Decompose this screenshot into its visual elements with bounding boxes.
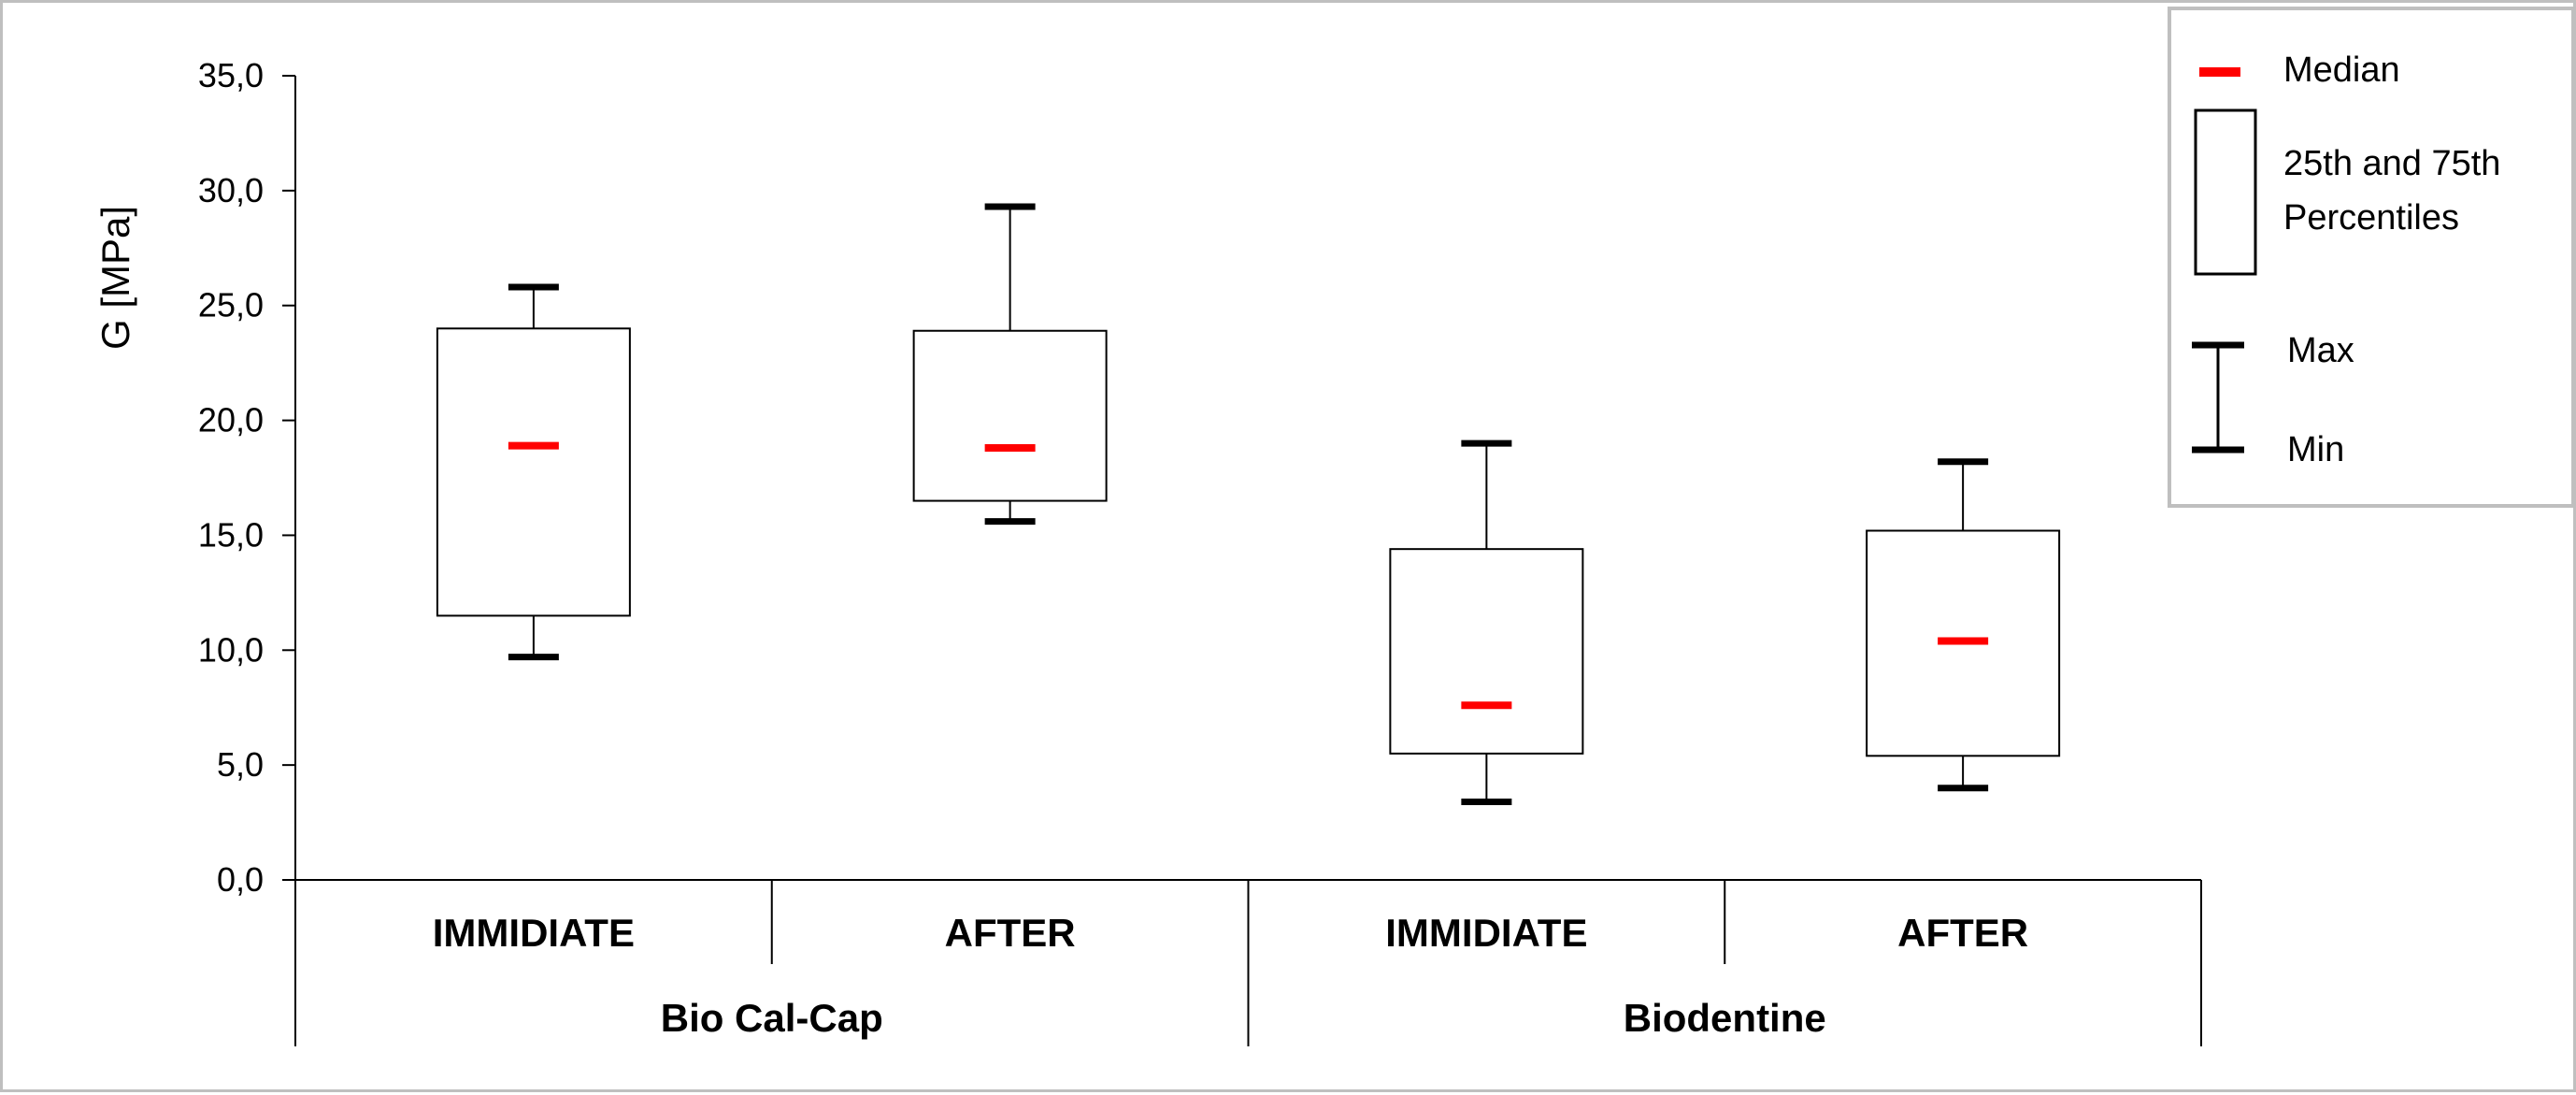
- iqr-box: [436, 327, 631, 617]
- y-tick-label: 5,0: [217, 745, 264, 784]
- y-axis-title: G [MPa]: [93, 206, 137, 350]
- y-tick-label: 25,0: [198, 286, 264, 324]
- box-plot-chart: 0,0 5,0 10,0 15,0 20,0 25,0 30,0 35,0 G [MPa] I…: [93, 7, 2575, 1046]
- legend-median-label: Median: [2283, 50, 2400, 90]
- box-item: [1389, 439, 1584, 805]
- y-tick-label: 35,0: [198, 56, 264, 94]
- x-category-label: IMMIDIATE: [433, 911, 635, 955]
- x-category-label: AFTER: [1897, 911, 2028, 955]
- box-item: [912, 203, 1108, 526]
- x-category-label: IMMIDIATE: [1385, 911, 1587, 955]
- x-group-label: Biodentine: [1624, 996, 1826, 1040]
- y-axis: 0,0 5,0 10,0 15,0 20,0 25,0 30,0 35,0: [198, 56, 296, 899]
- iqr-box: [912, 329, 1108, 502]
- box-series: [436, 203, 2061, 805]
- legend-box-label-line2: Percentiles: [2283, 198, 2459, 238]
- box-item: [436, 283, 631, 661]
- y-tick-label: 20,0: [198, 401, 264, 439]
- iqr-box: [1389, 548, 1584, 755]
- x-axis: IMMIDIATE AFTER IMMIDIATE AFTER Bio Cal-Cap B…: [294, 879, 2202, 1046]
- legend: Median 25th and 75th Percentiles Max Min: [2168, 7, 2575, 508]
- legend-box-swatch: [2194, 108, 2257, 276]
- y-tick-label: 30,0: [198, 171, 264, 209]
- y-tick-label: 0,0: [217, 860, 264, 899]
- y-tick-label: 15,0: [198, 515, 264, 554]
- x-group-label: Bio Cal-Cap: [661, 996, 883, 1040]
- legend-box-label-line1: 25th and 75th: [2283, 144, 2500, 183]
- legend-max-label: Max: [2287, 331, 2354, 370]
- box-item: [1866, 458, 2061, 792]
- x-category-label: AFTER: [945, 911, 1076, 955]
- legend-min-label: Min: [2287, 430, 2344, 469]
- y-tick-label: 10,0: [198, 630, 264, 669]
